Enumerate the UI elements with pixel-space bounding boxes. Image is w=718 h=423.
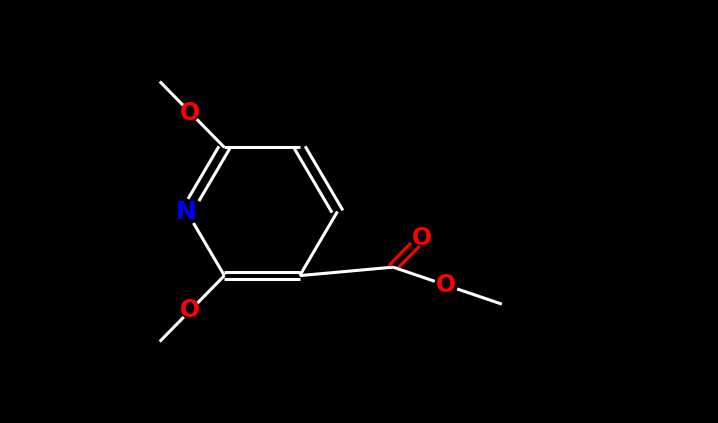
Text: O: O [180,298,200,322]
Text: O: O [180,101,200,125]
Text: O: O [411,226,432,250]
Text: N: N [176,200,197,223]
Text: O: O [436,273,456,297]
